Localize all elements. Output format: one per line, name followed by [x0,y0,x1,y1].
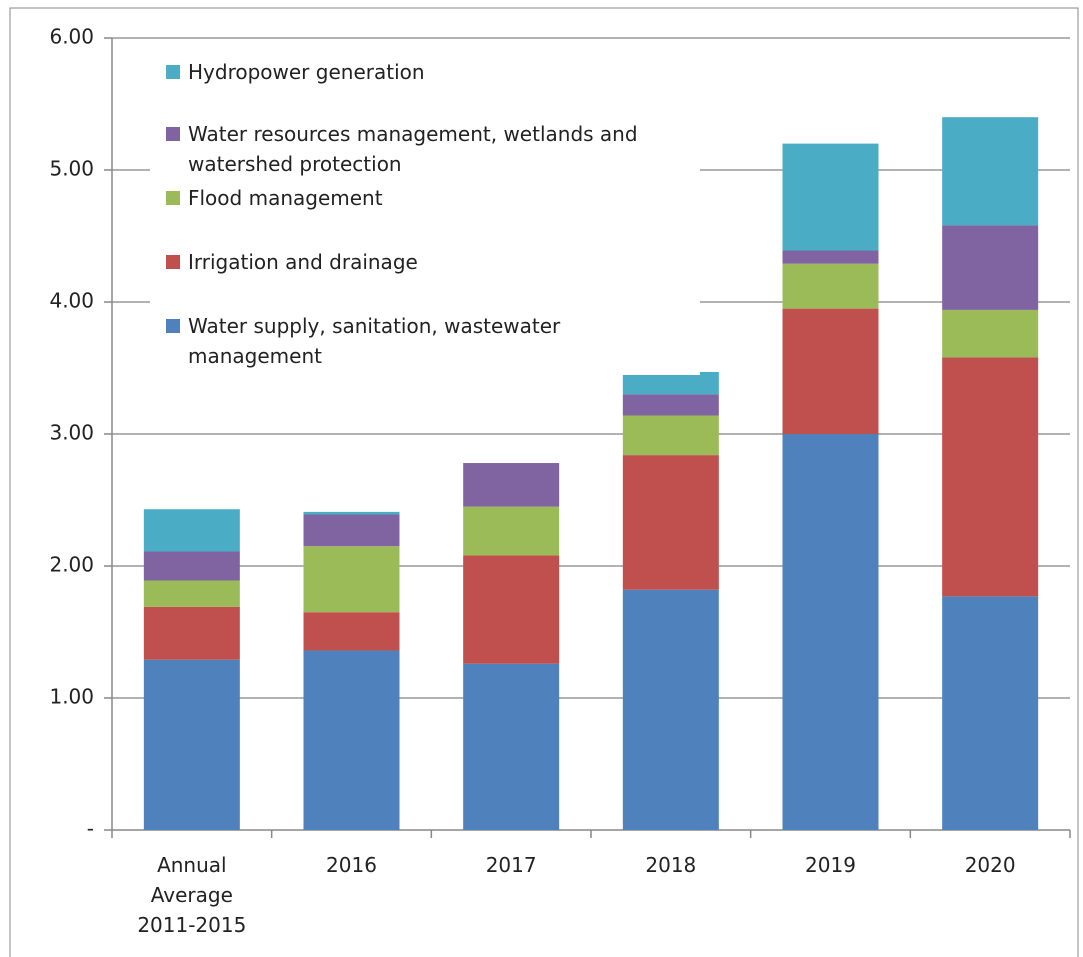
y-tick-label: 1.00 [49,685,94,709]
y-tick-label: 5.00 [49,157,94,181]
x-tick-label: 2020 [964,853,1016,877]
bar-segment [143,606,240,660]
legend-swatch [166,255,180,269]
bar-segment [782,434,879,830]
bar-segment [622,415,719,456]
x-tick-label: 2019 [805,853,856,877]
legend-label: Water supply, sanitation, wastewater man… [188,314,561,368]
frame [9,7,1079,957]
bar-segment [463,555,560,664]
bar-segment [303,650,400,830]
x-tick-label: 2018 [645,853,697,877]
bar-segment [463,463,560,507]
legend-label: Flood management [188,186,383,210]
bar-segment [942,225,1039,310]
legend-swatch [166,127,180,141]
y-tick-label: 4.00 [49,289,94,313]
bar-segment [622,589,719,830]
bar-segment [782,250,879,264]
legend-label: Hydropower generation [188,60,425,84]
y-tick-label: 6.00 [49,25,94,49]
bar-segment [303,612,400,651]
bar-segment [942,357,1039,597]
legend-label: Irrigation and drainage [188,250,418,274]
bar-segment [942,596,1039,830]
bar-segment [942,117,1039,226]
y-tick-label: - [87,817,94,841]
bar-segment [782,263,879,309]
bar-segment [463,506,560,556]
bar-segment [143,580,240,607]
legend-swatch [166,319,180,333]
x-tick-label: Annual Average 2011-2015 [137,853,247,937]
bar-segment [782,308,879,434]
y-tick-label: 2.00 [49,553,94,577]
bar-segment [622,371,719,395]
bar-segment [143,551,240,581]
bar-segment [303,511,400,515]
legend-label: Water resources management, wetlands and… [188,122,638,176]
bar-segment [143,659,240,830]
bar-segment [463,663,560,830]
bar-segment [942,309,1039,358]
legend-swatch [166,191,180,205]
bar-segment [303,546,400,613]
bar-segment [143,509,240,552]
bar-segment [303,514,400,547]
legend-background [150,50,700,375]
y-tick-label: 3.00 [49,421,94,445]
bar-segment [622,394,719,416]
legend-swatch [166,65,180,79]
x-tick-label: 2016 [326,853,377,877]
bar-segment [622,455,719,590]
bar-segment [782,143,879,251]
x-tick-label: 2017 [485,853,537,877]
